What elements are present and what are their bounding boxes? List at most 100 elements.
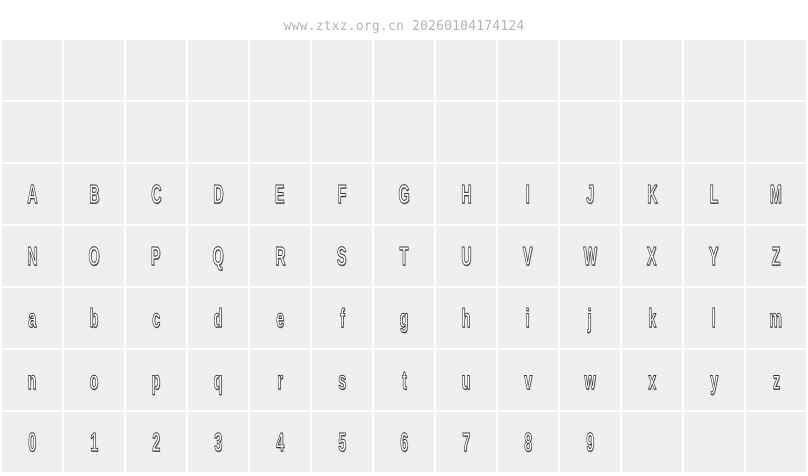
- glyph-cell: m: [746, 288, 806, 348]
- glyph: R: [274, 241, 286, 271]
- glyph: U: [460, 241, 472, 271]
- glyph-cell: C: [126, 164, 186, 224]
- glyph-cell: [188, 40, 248, 100]
- glyph-cell: e: [250, 288, 310, 348]
- glyph-cell: 2: [126, 412, 186, 472]
- glyph: k: [648, 303, 657, 333]
- glyph: F: [337, 179, 347, 209]
- glyph-cell: P: [126, 226, 186, 286]
- glyph-cell: [64, 102, 124, 162]
- glyph-cell: b: [64, 288, 124, 348]
- glyph-cell: L: [684, 164, 744, 224]
- glyph: 9: [586, 427, 595, 457]
- glyph-cell: l: [684, 288, 744, 348]
- glyph-cell: w: [560, 350, 620, 410]
- glyph-cell: [622, 102, 682, 162]
- glyph-cell: [374, 102, 434, 162]
- glyph: s: [338, 365, 347, 395]
- glyph-cell: f: [312, 288, 372, 348]
- glyph-cell: [746, 412, 806, 472]
- glyph: g: [399, 303, 409, 333]
- glyph: K: [646, 179, 658, 209]
- glyph: V: [523, 241, 533, 271]
- glyph: u: [461, 365, 471, 395]
- glyph: A: [26, 179, 38, 209]
- glyph-cell: n: [2, 350, 62, 410]
- glyph-cell: q: [188, 350, 248, 410]
- glyph-cell: 5: [312, 412, 372, 472]
- glyph: 4: [276, 427, 285, 457]
- glyph: D: [212, 179, 224, 209]
- glyph: Z: [771, 241, 781, 271]
- glyph: w: [584, 365, 596, 395]
- glyph-cell: [746, 40, 806, 100]
- glyph-cell: Q: [188, 226, 248, 286]
- glyph: I: [526, 179, 531, 209]
- glyph: J: [586, 179, 595, 209]
- glyph-cell: [560, 40, 620, 100]
- glyph-cell: [622, 40, 682, 100]
- glyph-cell: j: [560, 288, 620, 348]
- glyph-cell: G: [374, 164, 434, 224]
- glyph: h: [461, 303, 471, 333]
- glyph-cell: 7: [436, 412, 496, 472]
- glyph: o: [89, 365, 99, 395]
- glyph-cell: [436, 40, 496, 100]
- glyph: r: [277, 365, 283, 395]
- glyph: 3: [214, 427, 223, 457]
- glyph-cell: T: [374, 226, 434, 286]
- glyph-cell: U: [436, 226, 496, 286]
- glyph-cell: S: [312, 226, 372, 286]
- glyph-cell: O: [64, 226, 124, 286]
- glyph-cell: F: [312, 164, 372, 224]
- glyph-cell: [188, 102, 248, 162]
- glyph: 5: [338, 427, 347, 457]
- glyph: M: [770, 179, 782, 209]
- glyph: 1: [90, 427, 99, 457]
- glyph: m: [769, 303, 783, 333]
- glyph-cell: [250, 40, 310, 100]
- glyph-cell: Y: [684, 226, 744, 286]
- glyph-cell: 0: [2, 412, 62, 472]
- glyph: T: [399, 241, 409, 271]
- glyph-cell: [684, 412, 744, 472]
- glyph-cell: [436, 102, 496, 162]
- glyph: f: [339, 303, 345, 333]
- glyph-cell: [498, 40, 558, 100]
- glyph-cell: E: [250, 164, 310, 224]
- glyph: X: [647, 241, 657, 271]
- glyph-cell: h: [436, 288, 496, 348]
- glyph: b: [89, 303, 99, 333]
- glyph-cell: [312, 40, 372, 100]
- glyph-cell: 6: [374, 412, 434, 472]
- glyph: 6: [400, 427, 409, 457]
- glyph: Q: [212, 241, 224, 271]
- glyph-cell: s: [312, 350, 372, 410]
- glyph: P: [151, 241, 161, 271]
- glyph-cell: [746, 102, 806, 162]
- glyph: a: [28, 303, 37, 333]
- glyph-cell: Z: [746, 226, 806, 286]
- glyph: x: [648, 365, 657, 395]
- glyph-cell: X: [622, 226, 682, 286]
- glyph-cell: 9: [560, 412, 620, 472]
- glyph-cell: D: [188, 164, 248, 224]
- glyph-cell: i: [498, 288, 558, 348]
- glyph-cell: z: [746, 350, 806, 410]
- glyph: j: [588, 303, 593, 333]
- glyph-cell: W: [560, 226, 620, 286]
- glyph-cell: 8: [498, 412, 558, 472]
- glyph-cell: o: [64, 350, 124, 410]
- glyph-cell: [2, 40, 62, 100]
- glyph-cell: p: [126, 350, 186, 410]
- glyph: p: [151, 365, 161, 395]
- glyph-cell: [684, 40, 744, 100]
- glyph-cell: B: [64, 164, 124, 224]
- glyph: G: [398, 179, 410, 209]
- glyph-cell: v: [498, 350, 558, 410]
- glyph: O: [88, 241, 100, 271]
- glyph: W: [583, 241, 597, 271]
- glyph: S: [337, 241, 347, 271]
- glyph-cell: t: [374, 350, 434, 410]
- glyph-cell: R: [250, 226, 310, 286]
